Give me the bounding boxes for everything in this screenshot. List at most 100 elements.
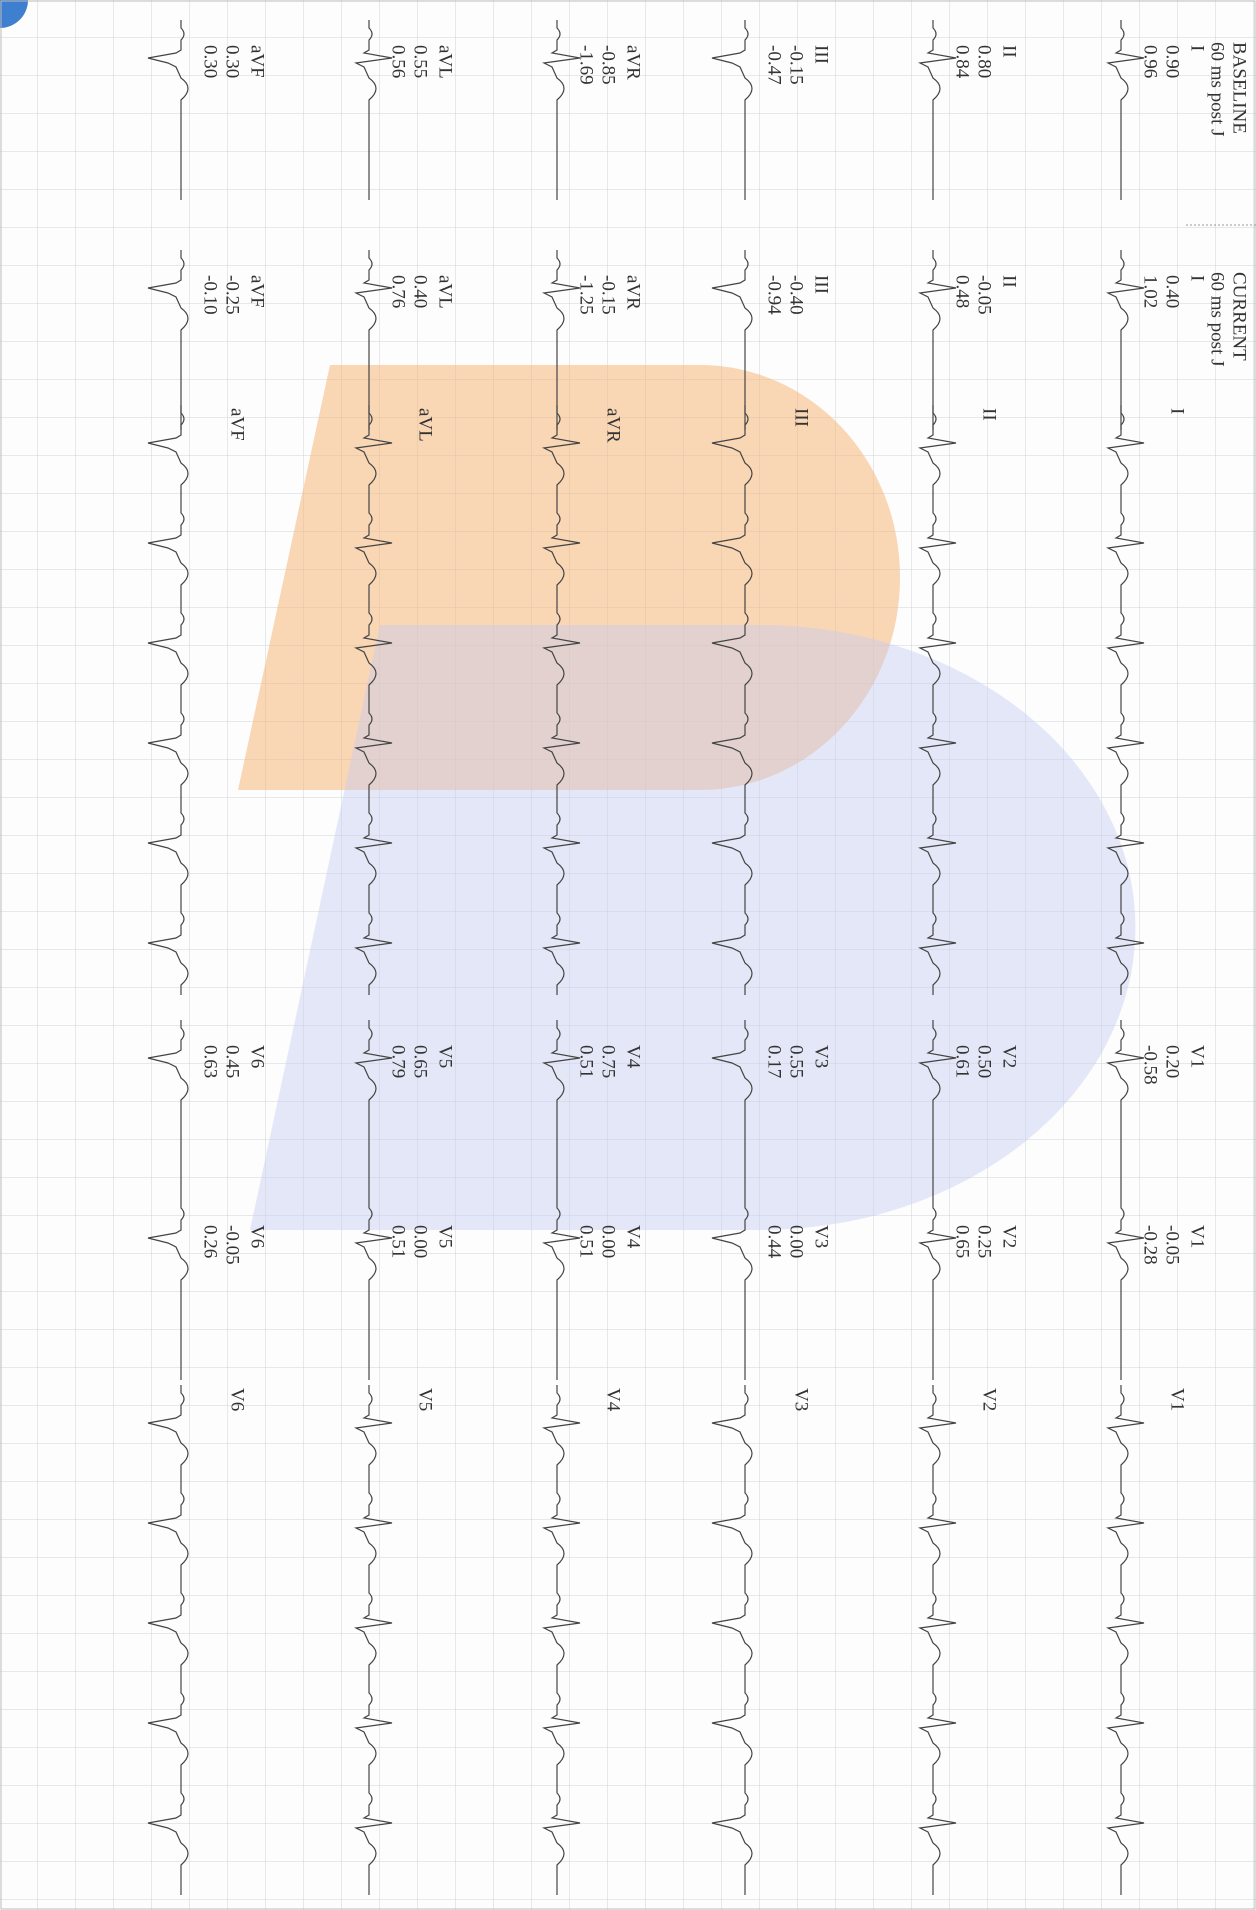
ecg-trace	[542, 250, 581, 430]
ecg-trace	[354, 1020, 393, 1200]
st-value: 0.80	[974, 45, 995, 78]
st-value: 0.00	[786, 1225, 807, 1258]
lead-label: V1	[1187, 1045, 1208, 1068]
lead-label: aVR	[623, 275, 644, 310]
st-value: 0.61	[952, 1045, 973, 1078]
lead-label: V2	[999, 1045, 1020, 1068]
st-value: 0.65	[952, 1225, 973, 1258]
strip-label: V2	[979, 1388, 1000, 1411]
baseline-subtitle: 60 ms post J	[1207, 42, 1228, 137]
lead-label: V2	[999, 1225, 1020, 1248]
ecg-trace	[147, 20, 189, 200]
st-value: 0.00	[410, 1225, 431, 1258]
st-value: 0.25	[974, 1225, 995, 1258]
ecg-trace	[354, 250, 393, 430]
st-value: 0.30	[200, 45, 221, 78]
strip-label: II	[979, 408, 1000, 421]
ecg-trace	[354, 20, 393, 200]
st-value: -1.69	[576, 45, 597, 85]
ecg-trace	[354, 1200, 393, 1380]
current-subtitle: 60 ms post J	[1207, 272, 1228, 367]
lead-label: V3	[811, 1225, 832, 1248]
st-value: 0.44	[764, 1225, 785, 1259]
strip-label: V4	[603, 1388, 624, 1412]
st-value: -0.28	[1140, 1225, 1161, 1265]
st-value: 0.48	[952, 275, 973, 308]
ecg-trace	[1106, 20, 1145, 200]
st-value: -0.25	[222, 275, 243, 315]
st-value: 1.02	[1140, 275, 1161, 308]
current-title: CURRENT	[1229, 272, 1250, 361]
strip-label: aVL	[415, 408, 436, 442]
ecg-trace	[1106, 405, 1145, 995]
ecg-trace	[354, 1385, 393, 1895]
ecg-trace	[711, 1200, 753, 1380]
ecg-trace	[711, 405, 753, 995]
strip-label: III	[791, 408, 812, 427]
st-value: 0.30	[222, 45, 243, 78]
st-value: 0.76	[388, 275, 409, 308]
st-value: 0.45	[222, 1045, 243, 1078]
strip-label: V5	[415, 1388, 436, 1411]
st-value: -0.58	[1140, 1045, 1161, 1085]
st-value: -0.05	[1162, 1225, 1183, 1265]
lead-label: III	[811, 45, 832, 64]
ecg-trace	[711, 1020, 753, 1200]
st-value: 0.17	[764, 1045, 785, 1078]
st-value: 0.26	[200, 1225, 221, 1258]
lead-label: aVF	[247, 45, 268, 78]
st-value: 0.55	[410, 45, 431, 78]
lead-label: II	[999, 45, 1020, 58]
ecg-trace	[918, 405, 957, 995]
ecg-trace	[918, 250, 957, 430]
ecg-trace	[147, 250, 189, 430]
strip-label: V3	[791, 1388, 812, 1411]
st-value: 0.40	[1162, 275, 1183, 308]
ecg-trace	[1106, 250, 1145, 430]
lead-label: aVL	[435, 275, 456, 309]
ecg-trace	[542, 1200, 581, 1380]
baseline-title: BASELINE	[1229, 42, 1250, 134]
st-value: 0.51	[576, 1225, 597, 1258]
strip-label: aVR	[603, 408, 624, 443]
st-value: -0.15	[786, 45, 807, 85]
st-value: -0.94	[764, 275, 785, 315]
ecg-trace	[918, 1385, 957, 1895]
lead-label: V6	[247, 1225, 268, 1248]
landscape-layer: BASELINE 60 ms post J CURRENT 60 ms post…	[147, 20, 1256, 1895]
watermark-blue	[250, 625, 1136, 1230]
lead-label: I	[1187, 45, 1208, 51]
ecg-trace	[147, 405, 189, 995]
lead-label: V4	[623, 1045, 644, 1069]
st-value: 0.75	[598, 1045, 619, 1078]
st-value: -0.85	[598, 45, 619, 85]
st-value: 0.63	[200, 1045, 221, 1078]
ecg-trace	[147, 1200, 189, 1380]
lead-label: aVF	[247, 275, 268, 308]
watermark-orange	[238, 365, 901, 791]
st-value: 0.55	[786, 1045, 807, 1078]
lead-label: V6	[247, 1045, 268, 1068]
strip-label: I	[1167, 408, 1188, 414]
st-value: 0.90	[1162, 45, 1183, 78]
ecg-trace	[1106, 1385, 1145, 1895]
st-value: 0.20	[1162, 1045, 1183, 1078]
strip-label: aVF	[227, 408, 248, 441]
ecg-trace	[354, 405, 393, 995]
ecg-trace	[147, 1385, 189, 1895]
st-value: -0.47	[764, 45, 785, 85]
st-value: -1.25	[576, 275, 597, 315]
ecg-trace	[542, 20, 581, 200]
ecg-trace	[918, 1200, 957, 1380]
st-value: 0.40	[410, 275, 431, 308]
ecg-trace	[711, 20, 753, 200]
ecg-trace	[542, 405, 581, 995]
ecg-trace	[711, 250, 753, 430]
ecg-trace	[147, 1020, 189, 1200]
lead-label: aVR	[623, 45, 644, 80]
st-value: 0.50	[974, 1045, 995, 1078]
st-value: 0.56	[388, 45, 409, 78]
